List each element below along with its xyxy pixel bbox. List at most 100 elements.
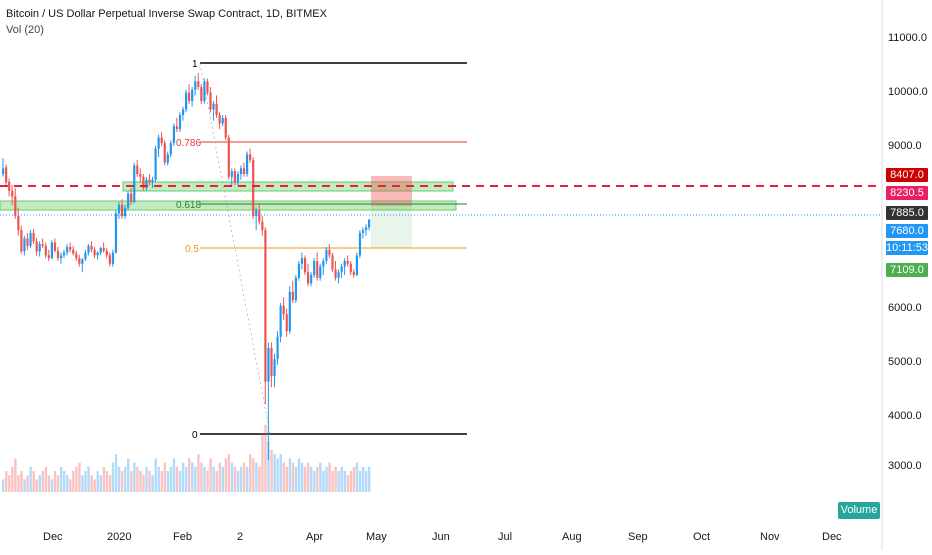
volume-bar	[93, 479, 96, 492]
candle-body	[209, 92, 212, 110]
candle-body	[343, 260, 346, 267]
candle-body	[69, 246, 72, 250]
volume-bar	[111, 462, 115, 492]
volume-bar	[160, 471, 163, 492]
candle-body	[270, 347, 273, 377]
volume-bar	[191, 462, 194, 492]
candle-body	[23, 238, 26, 252]
time-axis-label: 2	[237, 531, 244, 543]
candle-body	[66, 246, 69, 253]
price-tag: 7109.0	[886, 263, 928, 277]
candle-body	[294, 277, 297, 301]
candle-body	[72, 249, 75, 254]
volume-bar	[127, 458, 130, 492]
volume-bar	[136, 466, 139, 492]
candle-body	[352, 272, 355, 275]
volume-bar	[11, 466, 14, 492]
candle-body	[188, 92, 191, 102]
candle-body	[233, 171, 236, 183]
volume-bar	[310, 466, 313, 492]
volume-bar	[215, 471, 218, 492]
time-axis-label: Apr	[306, 531, 324, 543]
price-axis-label: 9000.0	[888, 140, 922, 152]
volume-bar	[346, 475, 350, 492]
volume-bar	[285, 466, 289, 492]
volume-bar	[233, 466, 237, 492]
price-tag: 8407.0	[886, 168, 928, 182]
candle-body	[276, 336, 279, 360]
volume-bar	[355, 462, 359, 492]
volume-indicator-label[interactable]: Vol (20)	[6, 24, 44, 36]
volume-bar	[282, 462, 285, 492]
candle-body	[111, 252, 114, 264]
time-axis-label: Aug	[562, 531, 582, 543]
candle-body	[285, 314, 288, 332]
volume-bar	[206, 471, 209, 492]
candle-body	[310, 275, 313, 284]
volume-bar	[72, 471, 75, 492]
candle-body	[334, 269, 337, 278]
volume-bar	[96, 471, 99, 492]
volume-bar	[172, 458, 176, 492]
volume-bar	[288, 458, 292, 492]
candle-body	[221, 117, 224, 124]
volume-bar	[2, 479, 5, 492]
candle-body	[14, 196, 17, 217]
symbol-title[interactable]: Bitcoin / US Dollar Perpetual Inverse Sw…	[6, 8, 327, 20]
volume-bar	[59, 466, 63, 492]
candle-body	[8, 181, 11, 191]
candle-body	[133, 165, 136, 203]
volume-bar	[273, 454, 276, 492]
candle-body	[331, 255, 334, 270]
volume-bar	[188, 458, 191, 492]
volume-bar	[258, 466, 261, 492]
volume-bar	[261, 433, 264, 492]
volume-bar	[35, 479, 38, 492]
volume-bar	[328, 462, 331, 492]
volume-bar	[163, 462, 167, 492]
volume-bar	[81, 475, 84, 492]
volume-bar	[197, 454, 200, 492]
candle-body	[29, 232, 32, 246]
candle-body	[63, 252, 66, 256]
candle-body	[35, 241, 38, 252]
candle-body	[26, 238, 29, 246]
volume-bar	[264, 424, 267, 492]
candle-body	[212, 103, 215, 110]
time-axis-label: Feb	[173, 531, 192, 543]
candle-body	[328, 249, 331, 256]
volume-bar	[181, 462, 185, 492]
candle-body	[319, 266, 322, 278]
candle-body	[75, 253, 78, 259]
volume-bar	[169, 466, 173, 492]
candle-body	[120, 204, 124, 217]
volume-bar	[291, 462, 295, 492]
candle-body	[11, 190, 14, 197]
volume-bar	[44, 466, 48, 492]
volume-bar	[325, 466, 328, 492]
volume-bar	[151, 475, 154, 492]
candle-body	[249, 154, 252, 160]
candle-body	[282, 305, 285, 315]
volume-bar	[178, 471, 182, 492]
time-axis-label: Sep	[628, 531, 648, 543]
volume-bar	[26, 475, 29, 492]
candle-body	[130, 193, 133, 203]
volume-bar	[29, 466, 32, 492]
volume-bar	[294, 466, 298, 492]
candle-body	[313, 260, 316, 275]
candle-body	[215, 103, 218, 116]
volume-bar	[249, 454, 252, 492]
candle-body	[151, 179, 154, 183]
overlays-layer	[0, 185, 882, 216]
volume-bar	[221, 466, 224, 492]
volume-bar	[303, 466, 307, 492]
volume-button[interactable]: Volume	[838, 502, 880, 519]
volume-bar	[78, 462, 81, 492]
candle-body	[239, 168, 243, 174]
candle-body	[230, 171, 233, 177]
candle-body	[236, 173, 240, 183]
candle-body	[50, 242, 53, 259]
